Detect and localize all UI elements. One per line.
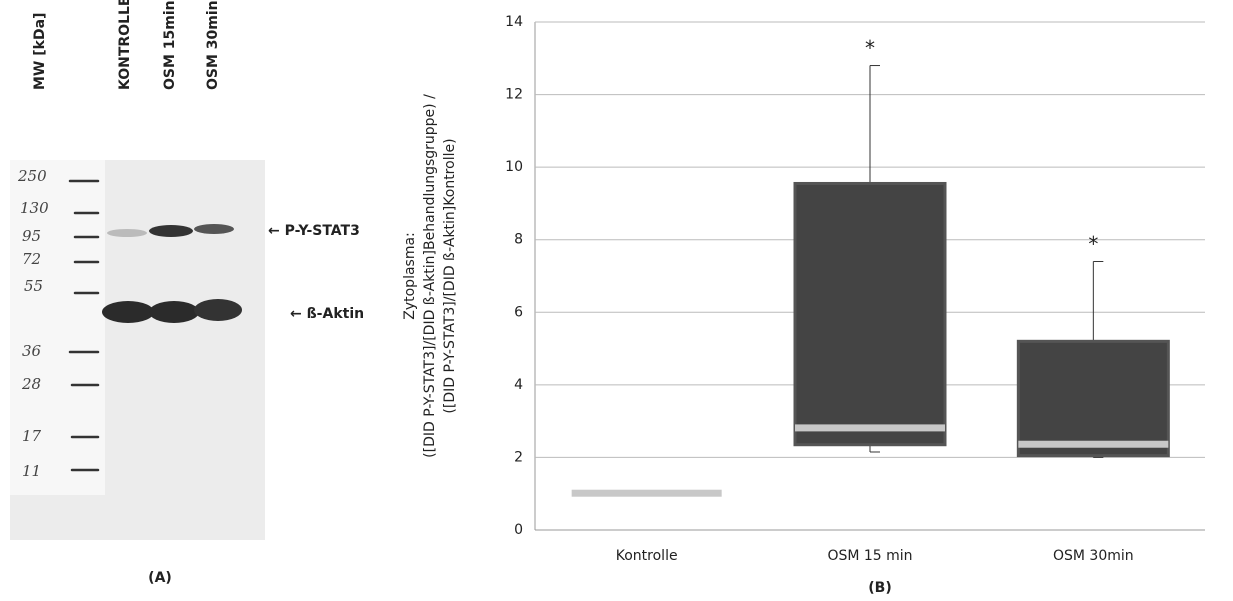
band [149, 301, 199, 323]
lane-label: OSM 30min [205, 0, 221, 90]
marker-label: 17 [22, 427, 42, 445]
band [107, 229, 147, 237]
marker-label: 130 [20, 199, 49, 217]
blot-panel: MW [kDa] KONTROLLE OSM 15min OSM 30min 2… [10, 0, 364, 586]
marker-label: 250 [17, 167, 47, 185]
y-tick-label: 6 [514, 304, 523, 320]
median [1018, 440, 1169, 448]
marker-area [10, 160, 105, 495]
y-tick-label: 0 [514, 522, 523, 538]
lane-label: KONTROLLE [117, 0, 133, 90]
band [194, 299, 242, 321]
y-axis-label: ([DID P-Y-STAT3]/[DID ß-Aktin]Kontrolle) [442, 138, 458, 413]
panel-label: (B) [868, 580, 891, 596]
box [1016, 339, 1170, 458]
band-label: ← ß-Aktin [290, 306, 364, 322]
x-tick-label: Kontrolle [616, 548, 678, 564]
x-tick-label: OSM 30min [1053, 548, 1134, 564]
marker-label: 28 [21, 375, 41, 393]
y-tick-label: 2 [514, 449, 523, 465]
y-tick-label: 12 [505, 87, 523, 103]
band [194, 224, 234, 234]
y-tick-label: 10 [505, 159, 523, 175]
marker-label: 72 [22, 250, 41, 268]
x-tick-label: OSM 15 min [827, 548, 912, 564]
y-axis-label: ([DID P-Y-STAT3]/[DID ß-Aktin]Behandlung… [422, 94, 438, 458]
marker-label: 36 [22, 342, 42, 360]
median [571, 489, 722, 497]
marker-ticks [68, 179, 100, 472]
band [149, 225, 193, 237]
band-label: ← P-Y-STAT3 [268, 223, 360, 239]
marker-label: 11 [22, 462, 41, 480]
mw-label: MW [kDa] [32, 13, 48, 90]
lane-label: OSM 15min [162, 0, 178, 90]
box [793, 181, 947, 447]
annotation: * [1088, 232, 1098, 256]
y-tick-label: 4 [514, 377, 523, 393]
median [795, 424, 945, 432]
y-tick-label: 14 [505, 14, 523, 30]
annotation: * [865, 36, 875, 60]
panel-label: (A) [148, 570, 172, 586]
marker-label: 95 [22, 227, 41, 245]
y-tick-label: 8 [514, 232, 523, 248]
y-axis-label: Zytoplasma: [402, 232, 418, 320]
marker-label: 55 [24, 277, 43, 295]
band [102, 301, 154, 323]
